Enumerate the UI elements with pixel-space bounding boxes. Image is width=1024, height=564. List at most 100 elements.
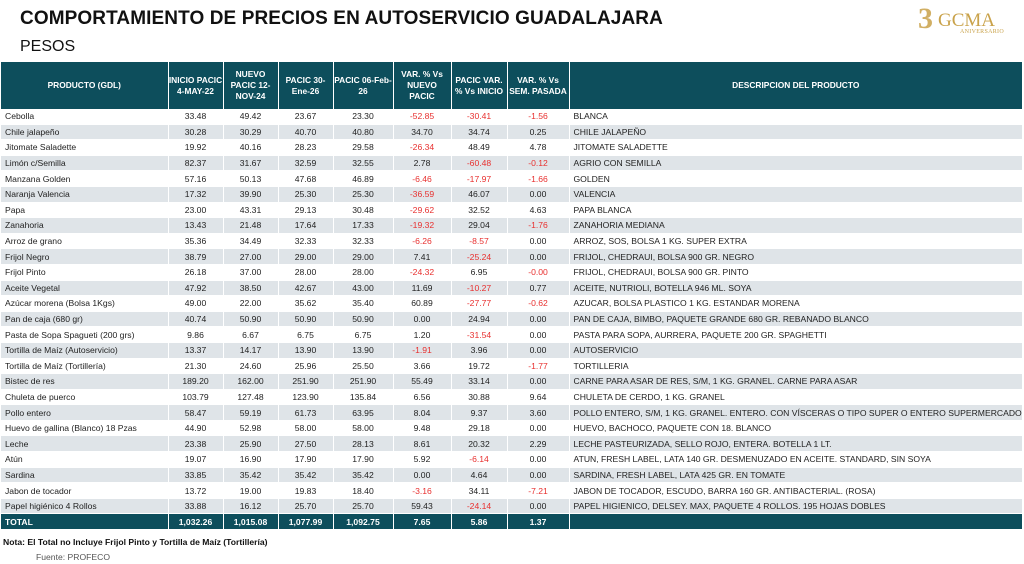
cell-pacic-06-feb: 32.33 <box>333 233 394 250</box>
cell-var-sem-pasada: 0.00 <box>507 342 570 359</box>
cell-product: TOTAL <box>1 513 169 531</box>
table-row: Limón c/Semilla 82.37 31.67 32.59 32.55 2.78-… <box>1 155 1023 172</box>
cell-pacic-06-feb: 25.70 <box>333 498 394 515</box>
cell-inicio-pacic: 13.43 <box>168 217 224 234</box>
table-row: Atún 19.07 16.90 17.90 17.90 5.92 -6.14 0.00 ATU… <box>1 451 1023 468</box>
cell-pacic-30-ene: 17.90 <box>278 451 334 468</box>
table-row: Leche 23.38 25.90 27.50 28.13 8.61 20.32 2.29 LE… <box>1 435 1023 453</box>
cell-var-nuevo-pacic: 59.43 <box>393 498 452 515</box>
cell-pacic-06-feb: 251.90 <box>333 373 394 390</box>
cell-product: Tortilla de Maíz (Tortillería) <box>1 358 169 375</box>
cell-description: ACEITE, NUTRIOLI, BOTELLA 946 ML. SOYA <box>569 280 1023 297</box>
cell-var-sem-pasada: -1.77 <box>507 358 570 375</box>
cell-var-nuevo-pacic: 7.41 <box>393 248 452 265</box>
cell-var-inicio: -6.14 <box>451 451 508 468</box>
column-header-product: PRODUCTO (GDL) <box>1 62 169 109</box>
cell-description: CHULETA DE CERDO, 1 KG. GRANEL <box>569 389 1023 406</box>
cell-nuevo-pacic: 35.42 <box>223 467 279 484</box>
cell-var-sem-pasada: 0.77 <box>507 280 570 297</box>
cell-product: Papel higiénico 4 Rollos <box>1 498 169 515</box>
cell-pacic-30-ene: 61.73 <box>278 404 334 421</box>
cell-inicio-pacic: 57.16 <box>168 170 224 187</box>
cell-pacic-30-ene: 47.68 <box>278 170 334 187</box>
cell-nuevo-pacic: 16.12 <box>223 498 279 515</box>
cell-product: Limón c/Semilla <box>1 155 169 172</box>
column-header-var-nuevo-pacic: VAR. % Vs NUEVO PACIC <box>393 62 452 109</box>
cell-var-inicio: 5.86 <box>451 513 508 531</box>
cell-inicio-pacic: 47.92 <box>168 280 224 297</box>
cell-var-sem-pasada: 9.64 <box>507 389 570 406</box>
cell-inicio-pacic: 33.88 <box>168 498 224 515</box>
cell-description: PAPA BLANCA <box>569 202 1023 219</box>
cell-var-sem-pasada: -7.21 <box>507 482 570 499</box>
cell-var-nuevo-pacic: -26.34 <box>393 139 452 156</box>
cell-var-sem-pasada: 0.00 <box>507 420 570 437</box>
cell-var-sem-pasada: -0.62 <box>507 295 570 312</box>
cell-pacic-30-ene: 28.23 <box>278 139 334 156</box>
cell-product: Papa <box>1 202 169 219</box>
cell-pacic-06-feb: 29.00 <box>333 248 394 265</box>
table-row: Papel higiénico 4 Rollos 33.88 16.12 25.70 2… <box>1 498 1023 515</box>
table-row: Azúcar morena (Bolsa 1Kgs) 49.00 22.00 35.6… <box>1 295 1023 312</box>
cell-var-sem-pasada: 4.78 <box>507 139 570 156</box>
cell-pacic-30-ene: 19.83 <box>278 482 334 499</box>
cell-var-sem-pasada: -0.12 <box>507 155 570 172</box>
cell-pacic-30-ene: 23.67 <box>278 109 334 125</box>
cell-description: ZANAHORIA MEDIANA <box>569 217 1023 234</box>
column-header-nuevo-pacic: NUEVO PACIC 12-NOV-24 <box>223 62 279 109</box>
cell-nuevo-pacic: 37.00 <box>223 264 279 281</box>
table-row: Huevo de gallina (Blanco) 18 Pzas 44.90 52… <box>1 420 1023 437</box>
cell-var-sem-pasada: 2.29 <box>507 435 570 453</box>
cell-inicio-pacic: 23.00 <box>168 202 224 219</box>
cell-product: Aceite Vegetal <box>1 280 169 297</box>
cell-inicio-pacic: 33.48 <box>168 109 224 125</box>
cell-nuevo-pacic: 30.29 <box>223 124 279 141</box>
cell-var-nuevo-pacic: -36.59 <box>393 186 452 203</box>
cell-inicio-pacic: 40.74 <box>168 311 224 328</box>
cell-inicio-pacic: 49.00 <box>168 295 224 312</box>
cell-description: CHILE JALAPEÑO <box>569 124 1023 141</box>
cell-pacic-06-feb: 25.30 <box>333 186 394 203</box>
cell-var-sem-pasada: 1.37 <box>507 513 570 531</box>
cell-product: Cebolla <box>1 109 169 125</box>
cell-description: TORTILLERIA <box>569 358 1023 375</box>
page-subtitle: PESOS <box>20 38 76 55</box>
cell-pacic-30-ene: 50.90 <box>278 311 334 328</box>
table-row: Zanahoria 13.43 21.48 17.64 17.33 -19.32 29.04… <box>1 217 1023 234</box>
cell-description: FRIJOL, CHEDRAUI, BOLSA 900 GR. PINTO <box>569 264 1023 281</box>
table-row: Tortilla de Maíz (Tortillería) 21.30 24.60… <box>1 358 1023 375</box>
cell-inicio-pacic: 17.32 <box>168 186 224 203</box>
cell-var-inicio: 24.94 <box>451 311 508 328</box>
cell-nuevo-pacic: 127.48 <box>223 389 279 406</box>
cell-pacic-30-ene: 29.13 <box>278 202 334 219</box>
cell-description: POLLO ENTERO, S/M, 1 KG. GRANEL. ENTERO.… <box>569 404 1023 421</box>
cell-description: AGRIO CON SEMILLA <box>569 155 1023 172</box>
cell-description <box>569 513 1023 531</box>
cell-var-nuevo-pacic: 5.92 <box>393 451 452 468</box>
cell-pacic-06-feb: 43.00 <box>333 280 394 297</box>
cell-nuevo-pacic: 16.90 <box>223 451 279 468</box>
cell-nuevo-pacic: 31.67 <box>223 155 279 172</box>
cell-description: CARNE PARA ASAR DE RES, S/M, 1 KG. GRANE… <box>569 373 1023 390</box>
cell-pacic-06-feb: 40.80 <box>333 124 394 141</box>
cell-inicio-pacic: 13.37 <box>168 342 224 359</box>
cell-var-nuevo-pacic: 2.78 <box>393 155 452 172</box>
cell-nuevo-pacic: 25.90 <box>223 435 279 453</box>
table-row: Pasta de Sopa Spagueti (200 grs) 9.86 6.67… <box>1 326 1023 343</box>
cell-var-nuevo-pacic: 8.04 <box>393 404 452 421</box>
cell-description: SARDINA, FRESH LABEL, LATA 425 GR. EN TO… <box>569 467 1023 484</box>
cell-var-nuevo-pacic: 7.65 <box>393 513 452 531</box>
cell-description: HUEVO, BACHOCO, PAQUETE CON 18. BLANCO <box>569 420 1023 437</box>
cell-product: Pollo entero <box>1 404 169 421</box>
cell-var-inicio: 34.74 <box>451 124 508 141</box>
cell-var-sem-pasada: 0.00 <box>507 248 570 265</box>
table-row: Naranja Valencia 17.32 39.90 25.30 25.30 -36.… <box>1 186 1023 203</box>
cell-inicio-pacic: 23.38 <box>168 435 224 453</box>
cell-var-nuevo-pacic: 0.00 <box>393 311 452 328</box>
cell-nuevo-pacic: 59.19 <box>223 404 279 421</box>
cell-var-sem-pasada: 0.00 <box>507 498 570 515</box>
cell-pacic-06-feb: 13.90 <box>333 342 394 359</box>
cell-pacic-30-ene: 32.59 <box>278 155 334 172</box>
cell-inicio-pacic: 21.30 <box>168 358 224 375</box>
cell-var-inicio: -24.14 <box>451 498 508 515</box>
